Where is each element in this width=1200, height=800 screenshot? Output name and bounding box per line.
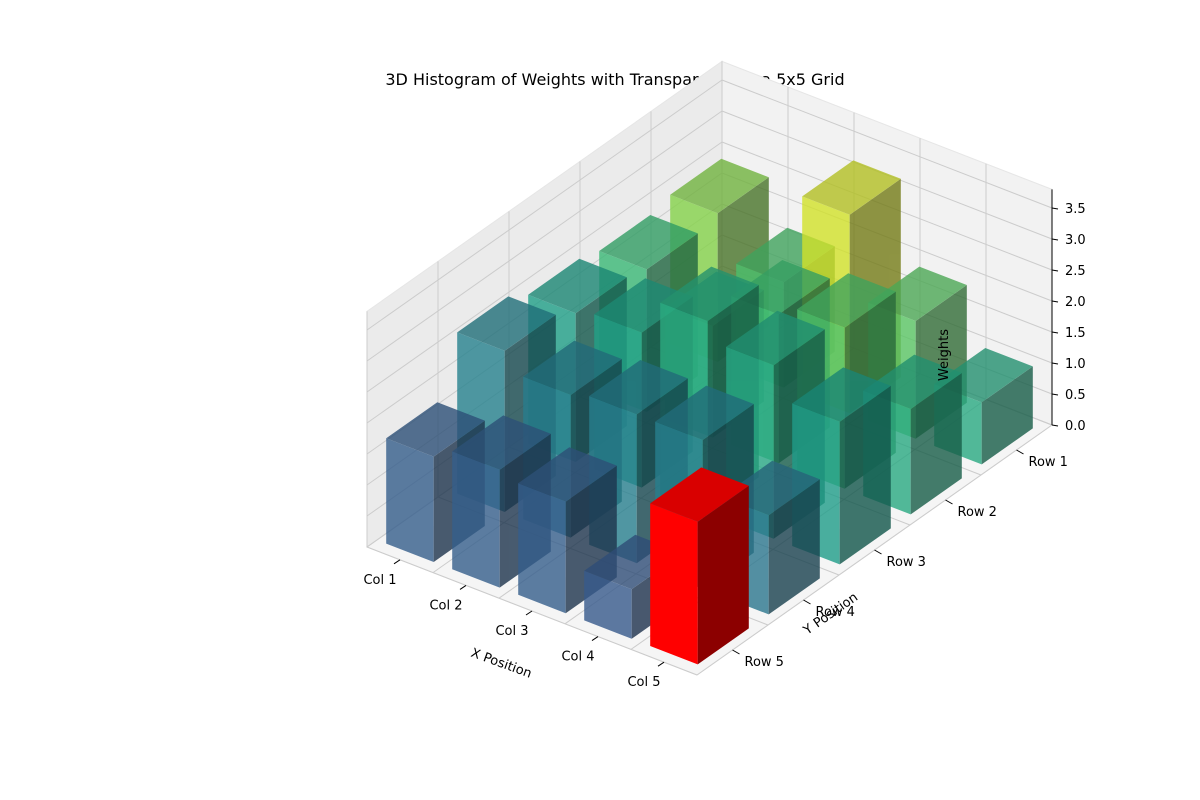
y-tick-label: Row 2 (958, 505, 997, 520)
bar-top-face (594, 278, 693, 333)
bar-top-face (457, 296, 556, 351)
z-tick (1051, 238, 1059, 241)
y-tick-label: Row 5 (745, 655, 784, 670)
z-tick (1051, 331, 1059, 334)
bars-group (386, 158, 1033, 665)
bar-top-face (386, 402, 485, 457)
z-tick (1051, 362, 1059, 365)
x-axis-label: X Position (469, 646, 534, 682)
bar-top-face (726, 310, 825, 366)
z-tick-label: 0.5 (1065, 388, 1086, 403)
bar-side-face (910, 373, 962, 515)
y-tick (945, 499, 953, 505)
z-tick (1051, 207, 1059, 210)
z-axis-label: Weights (937, 329, 952, 381)
bar-top-face (655, 385, 754, 440)
bar-top-face (797, 273, 896, 328)
bar-front-face (518, 483, 566, 614)
bar-top-face (589, 360, 688, 415)
z-tick-label: 3.5 (1065, 202, 1086, 217)
z-tick-label: 0.0 (1065, 419, 1086, 434)
bar-front-face (452, 451, 500, 588)
x-tick-label: Col 2 (429, 598, 462, 613)
x-tick (459, 584, 467, 590)
left-grid-line (366, 110, 723, 362)
bar-side-face (768, 479, 820, 615)
bar-top-face (650, 467, 749, 522)
x-tick-label: Col 3 (495, 624, 528, 639)
bar-top-face (599, 215, 698, 270)
left-grid-line (366, 141, 723, 393)
bar-side-face (981, 366, 1033, 465)
x-tick (525, 610, 533, 616)
z-tick (1051, 300, 1059, 303)
bar-row5-col3 (518, 447, 617, 614)
x-tick (657, 661, 665, 667)
bar-top-face (660, 266, 759, 321)
y-tick (1016, 449, 1024, 455)
bar-front-face (386, 438, 434, 562)
x-tick (591, 636, 599, 642)
bar-top-face (523, 340, 622, 395)
z-tick-label: 2.0 (1065, 295, 1086, 310)
bar-top-face (452, 415, 551, 470)
bar-top-face (792, 367, 891, 422)
z-tick-label: 1.5 (1065, 326, 1086, 341)
y-tick (732, 649, 740, 655)
z-tick-label: 1.0 (1065, 357, 1086, 372)
z-tick (1051, 269, 1059, 272)
z-tick-label: 3.0 (1065, 233, 1086, 248)
bar-top-face (528, 258, 627, 314)
z-tick (1051, 393, 1059, 396)
bar-top-face (802, 160, 901, 215)
back-grid-line (721, 79, 1053, 209)
z-tick (1051, 424, 1059, 427)
x-tick-label: Col 5 (627, 675, 660, 690)
y-tick-label: Row 3 (887, 555, 926, 570)
y-tick-label: Row 1 (1029, 455, 1068, 470)
bar-top-face (518, 447, 617, 502)
y-tick (803, 599, 811, 605)
left-grid-line (366, 79, 723, 331)
y-tick-label: Row 4 (816, 605, 855, 620)
y-tick (874, 549, 882, 555)
bar-row5-col5 (650, 467, 749, 665)
bar-side-face (697, 485, 749, 665)
z-tick-label: 2.5 (1065, 264, 1086, 279)
bar-side-face (839, 385, 891, 565)
x-tick (393, 559, 401, 565)
bar-front-face (650, 503, 698, 665)
x-tick-label: Col 4 (561, 650, 594, 665)
bar-front-face (584, 570, 632, 639)
bar-top-face (670, 158, 769, 214)
x-tick-label: Col 1 (363, 573, 396, 588)
